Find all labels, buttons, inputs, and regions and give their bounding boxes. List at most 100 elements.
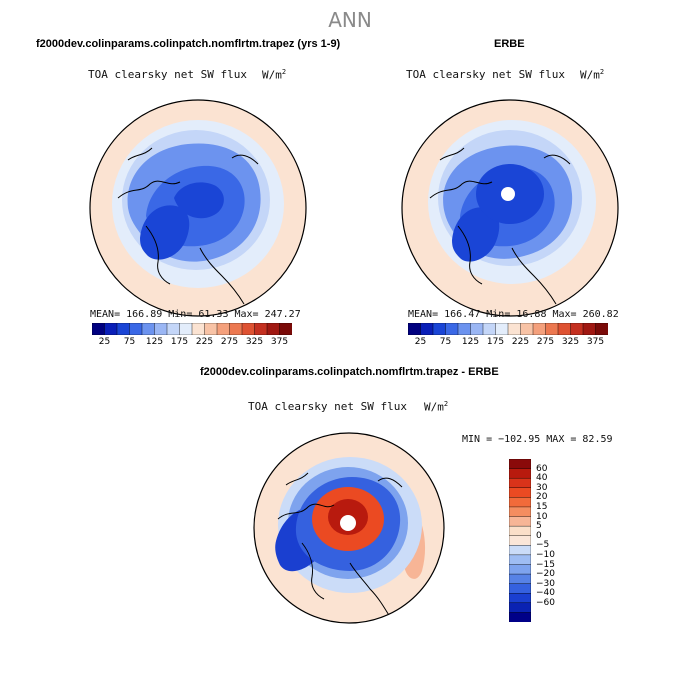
model-colorbar-ticks: 25 75 125 175 225 275 325 375 <box>92 337 292 351</box>
colorbar-tick: −30 <box>536 578 555 589</box>
colorbar-cell <box>509 516 531 527</box>
model-variable-label: TOA clearsky net SW flux <box>88 68 247 81</box>
colorbar-cell <box>545 323 559 335</box>
colorbar-tick: 125 <box>145 337 164 347</box>
diff-colorbar <box>509 459 531 622</box>
model-colorbar-cells <box>92 323 292 335</box>
colorbar-cell <box>509 497 531 508</box>
diff-polar-map <box>253 432 445 624</box>
colorbar-cell <box>266 323 281 335</box>
colorbar-cell <box>92 323 106 335</box>
model-panel-title: f2000dev.colinparams.colinpatch.nomflrtm… <box>36 38 341 50</box>
colorbar-cell <box>432 323 447 335</box>
colorbar-tick: 225 <box>511 337 530 347</box>
colorbar-cell <box>520 323 534 335</box>
colorbar-tick: 20 <box>536 492 548 503</box>
colorbar-tick: 5 <box>536 521 542 532</box>
colorbar-cell <box>509 459 531 470</box>
colorbar-cell <box>509 593 531 604</box>
colorbar-cell <box>104 323 118 335</box>
colorbar-tick: 275 <box>536 337 555 347</box>
colorbar-cell <box>557 323 572 335</box>
colorbar-cell <box>509 612 531 622</box>
colorbar-tick: 175 <box>486 337 505 347</box>
colorbar-cell <box>509 477 531 489</box>
colorbar-tick: 0 <box>536 530 542 541</box>
colorbar-cell <box>166 323 181 335</box>
colorbar-cell <box>509 525 531 537</box>
colorbar-cell <box>445 323 459 335</box>
colorbar-cell <box>154 323 168 335</box>
colorbar-tick: 75 <box>123 337 136 347</box>
diff-variable-label: TOA clearsky net SW flux <box>248 400 407 413</box>
colorbar-tick: −20 <box>536 569 555 580</box>
colorbar-tick: 75 <box>439 337 452 347</box>
colorbar-tick: 125 <box>461 337 480 347</box>
colorbar-cell <box>216 323 231 335</box>
colorbar-cell <box>279 323 292 335</box>
colorbar-tick: 10 <box>536 511 548 522</box>
page-title: ANN <box>328 8 372 32</box>
obs-panel-title: ERBE <box>494 38 525 50</box>
colorbar-tick: 275 <box>220 337 239 347</box>
colorbar-cell <box>582 323 597 335</box>
colorbar-cell <box>204 323 218 335</box>
colorbar-tick: 60 <box>536 463 548 474</box>
model-stats: MEAN= 166.89 Min= 61.33 Max= 247.27 <box>90 309 301 320</box>
colorbar-tick: 375 <box>586 337 605 347</box>
colorbar-tick: −10 <box>536 549 555 560</box>
colorbar-cell <box>509 487 531 498</box>
colorbar-cell <box>595 323 608 335</box>
obs-colorbar-cells <box>408 323 608 335</box>
colorbar-cell <box>129 323 143 335</box>
model-units-label: W/m2 <box>262 68 287 82</box>
colorbar-tick: −40 <box>536 588 555 599</box>
colorbar-cell <box>509 545 531 556</box>
colorbar-cell <box>179 323 193 335</box>
diff-colorbar-cells <box>509 459 531 622</box>
colorbar-cell <box>482 323 497 335</box>
obs-stats: MEAN= 166.47 Min= 16.88 Max= 260.82 <box>408 309 619 320</box>
colorbar-tick: 15 <box>536 502 548 512</box>
colorbar-cell <box>509 583 531 594</box>
colorbar-cell <box>532 323 547 335</box>
colorbar-cell <box>420 323 434 335</box>
obs-coastline <box>429 147 571 305</box>
diff-units-label: W/m2 <box>424 400 449 414</box>
obs-variable-label: TOA clearsky net SW flux <box>406 68 565 81</box>
colorbar-cell <box>509 554 531 565</box>
colorbar-tick: 325 <box>245 337 264 347</box>
colorbar-tick: 25 <box>98 337 111 347</box>
colorbar-cell <box>408 323 422 335</box>
colorbar-cell <box>509 468 531 479</box>
diff-coastline <box>277 472 403 618</box>
colorbar-tick: 175 <box>170 337 189 347</box>
colorbar-cell <box>509 564 531 575</box>
model-contour-core <box>174 182 224 219</box>
colorbar-tick: 30 <box>536 482 548 493</box>
obs-map-border <box>401 99 619 317</box>
colorbar-tick: 40 <box>536 473 548 484</box>
colorbar-tick: 375 <box>270 337 289 347</box>
colorbar-cell <box>141 323 156 335</box>
model-coastline <box>117 147 259 305</box>
model-colorbar <box>92 323 292 335</box>
diff-stats: MIN = −102.95 MAX = 82.59 <box>462 434 613 445</box>
colorbar-tick: 225 <box>195 337 214 347</box>
colorbar-cell <box>254 323 268 335</box>
obs-units-label: W/m2 <box>580 68 605 82</box>
model-map-border <box>89 99 307 317</box>
obs-polar-map <box>401 99 619 317</box>
colorbar-tick: 325 <box>561 337 580 347</box>
colorbar-tick: −5 <box>536 540 550 551</box>
obs-pole-missing <box>501 187 515 201</box>
colorbar-cell <box>241 323 256 335</box>
colorbar-cell <box>570 323 584 335</box>
colorbar-cell <box>507 323 522 335</box>
colorbar-cell <box>509 506 531 518</box>
diff-map-border <box>253 432 445 624</box>
obs-colorbar-ticks: 25 75 125 175 225 275 325 375 <box>408 337 608 351</box>
colorbar-cell <box>509 602 531 613</box>
colorbar-tick: −15 <box>536 559 555 570</box>
colorbar-cell <box>116 323 131 335</box>
